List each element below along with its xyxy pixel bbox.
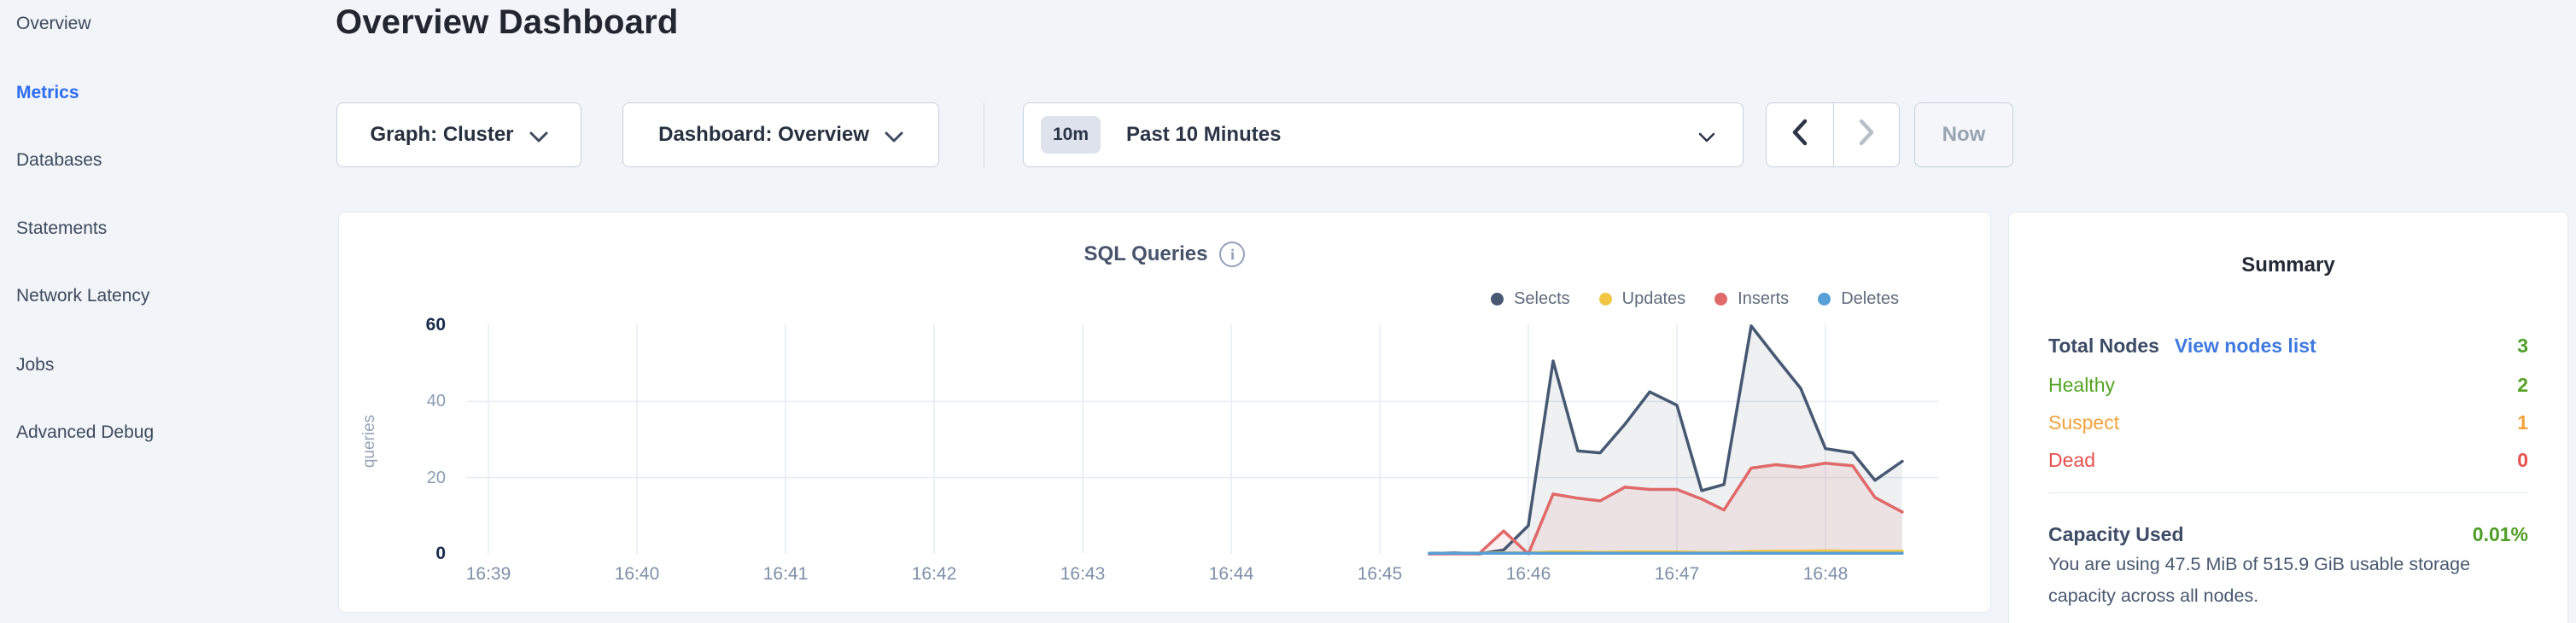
dead-nodes-row: Dead 0 — [2048, 441, 2528, 479]
time-next-button[interactable] — [1832, 103, 1900, 166]
summary-title: Summary — [2241, 253, 2335, 277]
y-axis-tick-label: 20 — [426, 468, 446, 487]
healthy-nodes-value: 2 — [2517, 373, 2528, 396]
time-pager — [1766, 102, 1900, 167]
sql-queries-chart-card: SQL Queries i Selects Updates Inserts Delet… — [338, 212, 1991, 613]
y-axis-tick-label: 0 — [435, 544, 446, 563]
now-button-label: Now — [1942, 123, 1986, 146]
sql-queries-chart[interactable] — [339, 213, 1992, 614]
chevron-down-icon — [529, 125, 548, 148]
suspect-nodes-value: 1 — [2517, 410, 2528, 434]
chevron-left-icon — [1791, 119, 1808, 152]
y-axis-tick-label: 40 — [426, 392, 446, 411]
legend-item-deletes[interactable]: Deletes — [1818, 289, 1899, 309]
chevron-down-icon — [885, 125, 903, 148]
capacity-used-row: Capacity Used 0.01% — [2048, 515, 2528, 553]
legend-label: Updates — [1621, 289, 1686, 308]
sidebar-item-statements[interactable]: Statements — [16, 218, 108, 238]
x-axis-tick-label: 16:44 — [1208, 564, 1254, 584]
dashboard-dropdown[interactable]: Dashboard: Overview — [622, 102, 939, 167]
selects-line — [1428, 324, 1904, 556]
now-button[interactable]: Now — [1914, 102, 2013, 167]
legend-label: Selects — [1514, 289, 1570, 308]
x-axis-tick-label: 16:45 — [1357, 564, 1403, 584]
x-axis-tick-label: 16:46 — [1505, 564, 1551, 584]
capacity-used-label: Capacity Used — [2048, 522, 2184, 545]
suspect-nodes-row: Suspect 1 — [2048, 404, 2528, 441]
legend-item-selects[interactable]: Selects — [1491, 289, 1570, 309]
legend-item-updates[interactable]: Updates — [1598, 289, 1686, 309]
chart-legend: Selects Updates Inserts Deletes — [1491, 289, 1899, 309]
x-axis-tick-label: 16:42 — [911, 564, 957, 584]
selects-area — [1429, 325, 1902, 554]
summary-panel: Summary Total Nodes View nodes list 3 He… — [2008, 212, 2568, 623]
graph-dropdown[interactable]: Graph: Cluster — [336, 102, 581, 167]
total-nodes-label: Total Nodes — [2048, 334, 2159, 357]
sidebar-item-overview[interactable]: Overview — [16, 14, 91, 33]
time-prev-button[interactable] — [1767, 103, 1833, 166]
legend-label: Inserts — [1738, 289, 1790, 308]
deletes-series-dot-icon — [1818, 293, 1831, 306]
healthy-nodes-row: Healthy 2 — [2048, 366, 2528, 404]
x-axis-tick-label: 16:47 — [1654, 564, 1700, 584]
total-nodes-value: 3 — [2517, 334, 2528, 357]
total-nodes-row: Total Nodes View nodes list 3 — [2048, 327, 2528, 364]
time-range-selector[interactable]: 10m Past 10 Minutes — [1023, 102, 1744, 167]
sidebar-item-databases[interactable]: Databases — [16, 150, 102, 170]
legend-label: Deletes — [1841, 289, 1899, 308]
inserts-series-dot-icon — [1714, 293, 1728, 306]
capacity-description: You are using 47.5 MiB of 515.9 GiB usab… — [2048, 554, 2471, 606]
graph-dropdown-label: Graph: Cluster — [370, 123, 514, 146]
sidebar-item-metrics[interactable]: Metrics — [16, 83, 79, 102]
capacity-used-value: 0.01% — [2472, 522, 2528, 545]
x-axis-tick-label: 16:40 — [614, 564, 660, 584]
info-icon[interactable]: i — [1219, 242, 1246, 267]
y-axis-tick-label: 60 — [425, 314, 446, 335]
dead-nodes-value: 0 — [2517, 448, 2528, 471]
selects-series-dot-icon — [1491, 293, 1504, 306]
sidebar-item-jobs[interactable]: Jobs — [16, 355, 55, 375]
dead-nodes-label: Dead — [2048, 448, 2095, 471]
summary-divider — [2048, 492, 2528, 493]
legend-item-inserts[interactable]: Inserts — [1714, 289, 1789, 309]
healthy-nodes-label: Healthy — [2048, 373, 2115, 396]
chart-title: SQL Queries — [1084, 242, 1208, 265]
x-axis-tick-label: 16:41 — [762, 564, 809, 584]
y-axis-label: queries — [360, 414, 378, 469]
x-axis-tick-label: 16:39 — [465, 564, 511, 584]
x-axis-tick-label: 16:43 — [1060, 564, 1106, 584]
inserts-area — [1429, 463, 1902, 554]
view-nodes-list-link[interactable]: View nodes list — [2174, 334, 2316, 357]
sidebar-nav: Overview Metrics Databases Statements Networ… — [0, 0, 333, 623]
chevron-right-icon — [1858, 119, 1875, 152]
sidebar-item-advanced-debug[interactable]: Advanced Debug — [16, 422, 155, 442]
page-title: Overview Dashboard — [336, 3, 679, 41]
updates-series-dot-icon — [1598, 293, 1612, 306]
sidebar-item-network-latency[interactable]: Network Latency — [16, 286, 150, 306]
time-range-badge: 10m — [1041, 116, 1101, 154]
dashboard-dropdown-label: Dashboard: Overview — [658, 123, 869, 146]
time-range-label: Past 10 Minutes — [1126, 123, 1282, 146]
x-axis-tick-label: 16:48 — [1802, 564, 1849, 584]
inserts-line — [1428, 461, 1904, 556]
chevron-down-icon — [1698, 125, 1715, 148]
suspect-nodes-label: Suspect — [2048, 410, 2120, 434]
